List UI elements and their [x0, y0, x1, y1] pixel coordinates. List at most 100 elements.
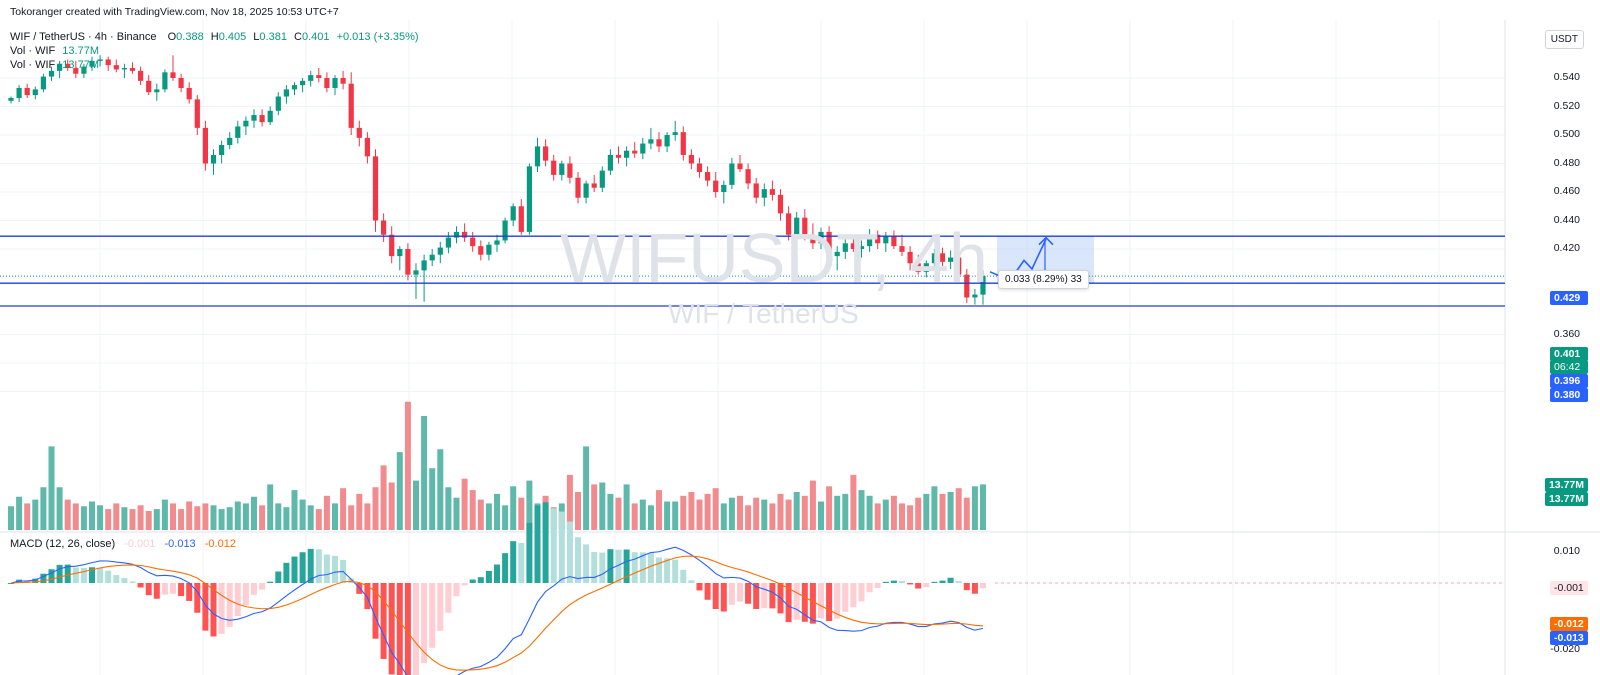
- volume-bar: [801, 495, 808, 530]
- macd-histogram-bar: [615, 549, 622, 583]
- support-resistance-lines[interactable]: [0, 235, 1505, 307]
- volume-bar: [121, 507, 128, 530]
- macd-histogram-bar: [477, 577, 484, 583]
- candle: [551, 154, 557, 181]
- candle-body: [842, 243, 848, 252]
- volume-bar: [704, 493, 711, 530]
- candle: [429, 249, 435, 267]
- candle: [648, 127, 654, 150]
- volume-bar: [615, 497, 622, 530]
- macd-histogram-bar: [485, 570, 492, 583]
- candle-body: [219, 144, 225, 155]
- macd-hist-value: -0.001: [124, 538, 156, 550]
- candle-body: [640, 143, 646, 154]
- candle: [494, 234, 500, 252]
- candle-body: [437, 247, 443, 255]
- candle: [543, 139, 549, 167]
- macd-histogram-bar: [947, 577, 954, 583]
- candle-body: [510, 206, 516, 221]
- candle-body: [40, 76, 46, 90]
- macd-histogram-bar: [242, 583, 249, 606]
- volume-bar: [890, 495, 897, 530]
- candle: [405, 243, 411, 281]
- legend-ohlc[interactable]: WIF / TetherUS · 4h · Binance O0.388 H0.…: [10, 31, 423, 43]
- candle-body: [462, 231, 468, 238]
- candle: [332, 75, 338, 96]
- macd-histogram-bar: [396, 583, 403, 675]
- candle: [146, 75, 152, 96]
- macd-histogram-bar: [745, 583, 752, 604]
- volume-bar: [291, 490, 298, 530]
- candle-body: [721, 184, 727, 192]
- volume-bar: [777, 493, 784, 530]
- volume-bar: [388, 482, 395, 530]
- candle: [381, 213, 387, 242]
- volume-bar: [259, 505, 266, 530]
- candle: [923, 260, 929, 278]
- candle: [656, 132, 662, 153]
- volume-bar: [712, 488, 719, 530]
- candle: [745, 163, 751, 190]
- candle: [486, 241, 492, 261]
- candle-body: [470, 237, 476, 247]
- macd-histogram-bar: [931, 581, 938, 583]
- price-tick-label: 0.460: [1553, 185, 1580, 197]
- candle: [113, 59, 119, 73]
- candle-body: [907, 251, 913, 264]
- candle: [324, 72, 330, 93]
- candle: [227, 132, 233, 150]
- measure-label[interactable]: 0.033 (8.29%) 33: [998, 270, 1089, 289]
- macd-histogram-bar: [64, 564, 71, 583]
- candle: [802, 209, 808, 241]
- candle-body: [65, 63, 71, 69]
- volume-bar: [145, 511, 152, 530]
- candle-body: [607, 154, 613, 171]
- volume-bar: [923, 493, 930, 530]
- candle: [964, 268, 970, 304]
- candle: [737, 154, 743, 173]
- candle: [32, 86, 38, 100]
- volume-bar: [161, 499, 168, 530]
- candle-body: [858, 246, 865, 249]
- candle-body: [227, 137, 233, 145]
- currency-unit-button[interactable]: USDT: [1544, 30, 1584, 49]
- macd-histogram-bar: [656, 557, 662, 583]
- volume-bar: [850, 474, 857, 530]
- volume-bar: [32, 499, 39, 530]
- volume-bar: [421, 416, 428, 530]
- macd-histogram-bar: [688, 580, 695, 583]
- candle: [81, 63, 87, 78]
- candle: [939, 247, 946, 267]
- candle: [948, 250, 954, 269]
- candle: [219, 140, 225, 164]
- volume-bar: [639, 499, 646, 530]
- macd-histogram-bar: [145, 583, 152, 596]
- candle-body: [883, 236, 889, 244]
- candle-body: [316, 75, 322, 78]
- volume-bar: [129, 509, 136, 530]
- candle: [899, 234, 905, 257]
- macd-legend[interactable]: MACD (12, 26, close) -0.001 -0.013 -0.01…: [10, 538, 236, 550]
- legend-volume-1[interactable]: Vol · WIF 13.77M: [10, 45, 99, 57]
- macd-histogram-bar: [194, 583, 201, 613]
- volume-bar: [437, 449, 444, 530]
- legend-volume-2[interactable]: Vol · WIF 13.77M: [10, 59, 99, 71]
- macd-histogram-bar: [445, 583, 452, 613]
- macd-histogram-bar: [907, 583, 914, 585]
- macd-histogram-bar: [388, 583, 395, 675]
- legend-symbol: WIF / TetherUS · 4h · Binance: [10, 31, 157, 43]
- candle: [599, 166, 605, 192]
- macd-histogram-bar: [80, 567, 87, 583]
- volume-bar: [907, 505, 914, 530]
- candle: [57, 60, 63, 78]
- candle-body: [899, 246, 905, 252]
- volume-bar: [745, 505, 752, 530]
- volume-bar: [955, 488, 962, 530]
- candle: [154, 83, 160, 101]
- macd-histogram-bar: [518, 542, 525, 583]
- volume-bar: [283, 507, 290, 530]
- candle-body: [16, 87, 22, 98]
- candle-body: [324, 78, 330, 88]
- candlesticks: [8, 55, 986, 305]
